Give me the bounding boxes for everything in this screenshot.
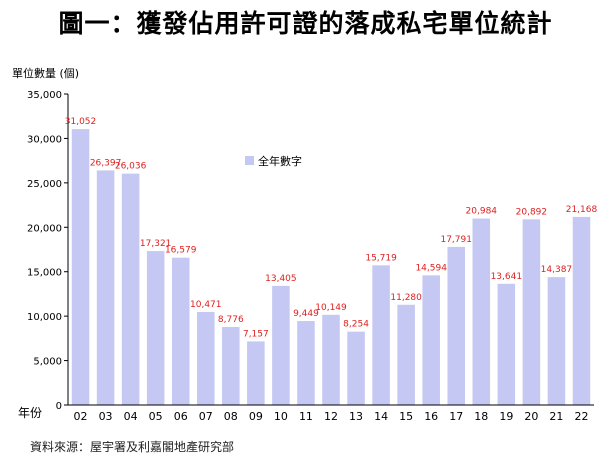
- x-tick-label: 19: [499, 410, 513, 423]
- bar: [297, 321, 315, 405]
- bar: [572, 216, 591, 405]
- legend: 全年數字: [245, 154, 302, 168]
- bar: [272, 285, 290, 405]
- x-tick-label: 12: [324, 410, 338, 423]
- chart-area: 單位數量 (個) 年份 全年數字 0 5,000 10,000 15,000 20,00…: [4, 62, 607, 430]
- data-label: 31,052: [65, 117, 97, 127]
- x-tick-label: 06: [174, 410, 188, 423]
- data-label: 10,471: [190, 300, 222, 310]
- y-tick-label: 30,000: [27, 134, 62, 145]
- data-label: 20,892: [516, 207, 548, 217]
- x-tick-label: 16: [424, 410, 438, 423]
- data-label: 7,157: [243, 329, 269, 339]
- bar: [222, 327, 240, 405]
- data-label: 8,776: [218, 315, 244, 325]
- bar-chart: 單位數量 (個) 年份 全年數字 0 5,000 10,000 15,000 20,00…: [12, 66, 598, 423]
- data-label: 17,791: [440, 235, 472, 245]
- x-tick-label: 08: [224, 410, 238, 423]
- data-label: 11,280: [390, 293, 422, 303]
- data-label: 13,405: [265, 274, 297, 284]
- bar: [171, 257, 190, 405]
- x-tick-label: 10: [274, 410, 288, 423]
- data-label: 21,168: [566, 205, 598, 215]
- y-tick-label: 10,000: [27, 312, 62, 323]
- y-tick-label: 0: [56, 401, 62, 412]
- x-tick-label: 11: [299, 410, 313, 423]
- bar: [96, 170, 115, 405]
- data-label: 14,594: [415, 263, 447, 273]
- x-tick-label: 05: [149, 410, 163, 423]
- bar: [547, 277, 566, 405]
- x-axis-label: 年份: [18, 406, 42, 420]
- bar: [397, 304, 415, 405]
- data-label: 17,321: [140, 239, 172, 249]
- x-tick-label: 03: [99, 410, 113, 423]
- bar: [196, 311, 215, 405]
- data-label: 10,149: [315, 303, 347, 313]
- x-tick-label: 02: [74, 410, 88, 423]
- bar: [447, 246, 466, 405]
- x-tick-label: 09: [249, 410, 263, 423]
- x-tick-label: 17: [449, 410, 463, 423]
- data-label: 26,036: [115, 162, 147, 172]
- bar: [422, 275, 440, 405]
- bar: [322, 314, 340, 405]
- chart-title: 圖一：獲發佔用許可證的落成私宅單位統計: [58, 9, 553, 38]
- x-tick-label: 07: [199, 410, 213, 423]
- x-tick-label: 13: [349, 410, 363, 423]
- y-tick-label: 20,000: [27, 223, 62, 234]
- bar: [347, 331, 365, 405]
- legend-label: 全年數字: [258, 154, 302, 168]
- y-tick-label: 35,000: [27, 90, 62, 101]
- data-label: 9,449: [293, 309, 319, 319]
- bar: [497, 283, 516, 405]
- bar: [71, 129, 90, 405]
- x-tick-label: 14: [374, 410, 388, 423]
- y-tick-label: 15,000: [27, 268, 62, 279]
- data-label: 15,719: [365, 253, 397, 263]
- data-label: 20,984: [466, 207, 498, 217]
- bar: [121, 173, 140, 405]
- y-tick-label: 5,000: [33, 357, 62, 368]
- bar: [472, 218, 491, 405]
- x-tick-label: 20: [524, 410, 538, 423]
- legend-swatch: [245, 156, 254, 165]
- y-axis-label: 單位數量 (個): [12, 66, 79, 80]
- data-label: 13,641: [491, 272, 523, 282]
- x-tick-label: 15: [399, 410, 413, 423]
- y-tick-label: 25,000: [27, 179, 62, 190]
- x-tick-label: 21: [549, 410, 563, 423]
- bar: [247, 341, 265, 405]
- bar: [146, 251, 165, 405]
- x-tick-label: 04: [124, 410, 138, 423]
- data-label: 16,579: [165, 246, 197, 256]
- x-tick-label: 18: [474, 410, 488, 423]
- x-tick-label: 22: [574, 410, 588, 423]
- bar: [522, 219, 541, 405]
- source-note: 資料來源：屋宇署及利嘉閣地產研究部: [30, 440, 235, 454]
- bar: [372, 265, 390, 405]
- data-label: 8,254: [343, 320, 369, 330]
- data-label: 26,397: [90, 158, 122, 168]
- data-label: 14,387: [541, 265, 573, 275]
